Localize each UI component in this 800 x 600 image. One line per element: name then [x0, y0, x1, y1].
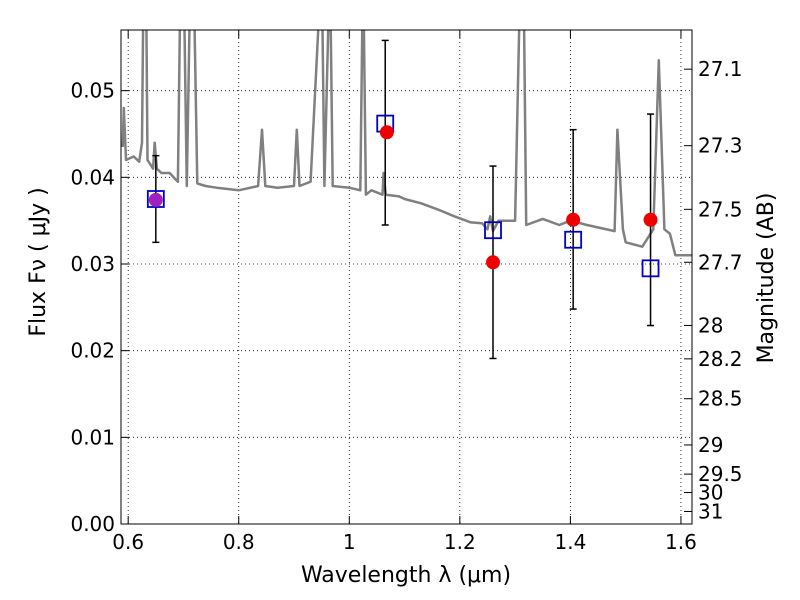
- y-tick-label: 0.04: [70, 165, 115, 189]
- y2-tick-label: 28.2: [698, 347, 743, 371]
- y-tick-label: 0.02: [70, 339, 115, 363]
- y2-tick-label: 27.1: [698, 57, 743, 81]
- y-tick-label: 0.05: [70, 79, 115, 103]
- x-tick-label: 0.8: [223, 530, 255, 554]
- y2-tick-label: 31: [698, 499, 723, 523]
- y2-tick-label: 27.5: [698, 197, 743, 221]
- x-tick-label: 0.6: [112, 530, 144, 554]
- plot-frame: [120, 29, 693, 525]
- y2-tick-label: 29: [698, 433, 723, 457]
- observed-point: [148, 192, 163, 207]
- model-square: [641, 259, 660, 278]
- model-square: [146, 190, 165, 208]
- y2-tick-label: 28.5: [698, 387, 743, 411]
- spectrum-line: [121, 30, 692, 257]
- observed-point: [566, 212, 581, 227]
- y-axis-label: Flux Fν ( μJy ): [26, 187, 51, 336]
- y-tick-label: 0.03: [70, 252, 115, 276]
- y-tick-label: 0.00: [70, 512, 115, 536]
- y2-tick-label: 29.5: [698, 462, 743, 486]
- x-tick-label: 1.6: [665, 530, 697, 554]
- spectrum-path: [121, 30, 692, 257]
- y-ticks: 0.00 0.01 0.02 0.03 0.04 0.05: [70, 79, 129, 536]
- y-tick-label: 0.01: [70, 425, 115, 449]
- y2-tick-label: 27.3: [698, 134, 743, 158]
- model-squares: [146, 114, 660, 278]
- x-tick-label: 1.2: [444, 530, 476, 554]
- model-square: [564, 230, 583, 249]
- x-axis-label: Wavelength λ (μm): [301, 563, 511, 588]
- x-tick-label: 1.4: [554, 530, 586, 554]
- gridlines: [121, 30, 692, 525]
- model-square: [484, 221, 502, 240]
- y2-tick-label: 28: [698, 313, 723, 337]
- x-ticks: 0.6 0.8 1 1.2 1.4 1.6: [112, 30, 697, 554]
- observed-point: [486, 255, 501, 270]
- observed-points: [148, 125, 658, 270]
- y2-tick-label: 30: [698, 481, 723, 505]
- observed-point: [379, 125, 394, 140]
- observed-point: [643, 212, 658, 227]
- y2-axis-label: Magnitude (AB): [754, 193, 779, 364]
- y2-tick-label: 27.7: [698, 250, 743, 274]
- x-tick-label: 1: [343, 530, 356, 554]
